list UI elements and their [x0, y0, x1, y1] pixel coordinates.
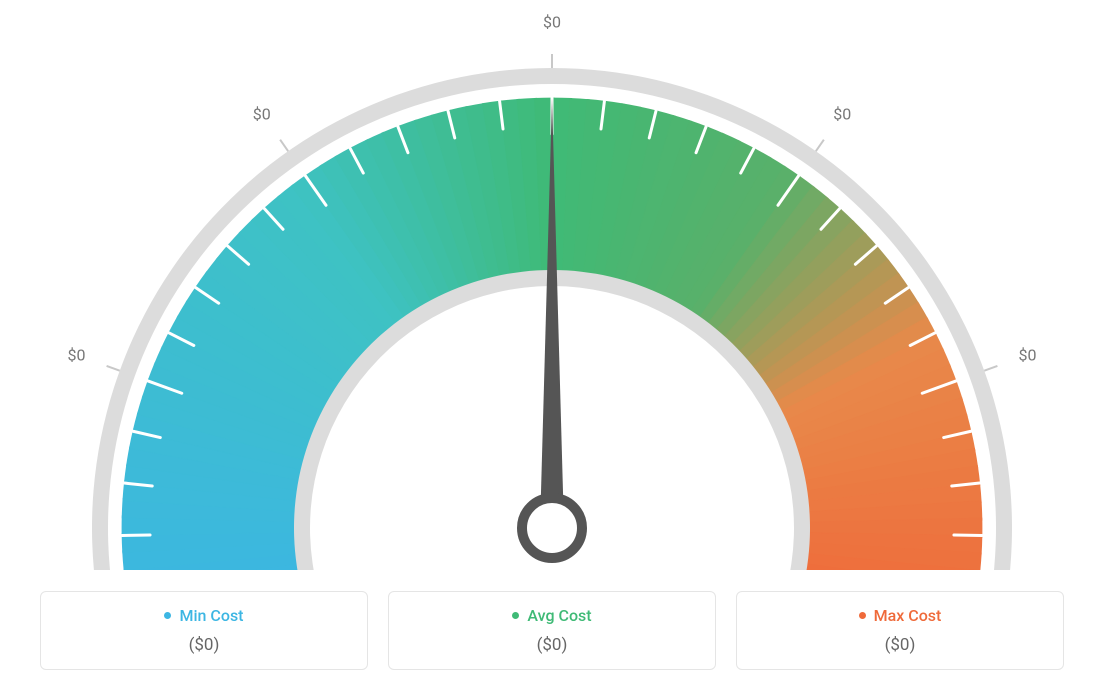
legend-title-text: Avg Cost	[527, 606, 591, 625]
gauge-tick-label: $0	[68, 345, 86, 364]
gauge-tick-label: $0	[253, 104, 271, 123]
legend-dot-icon	[164, 612, 171, 619]
gauge-tick-label: $0	[1018, 345, 1036, 364]
gauge-svg	[0, 0, 1104, 570]
gauge-chart-container: $0$0$0$0$0$0$0 Min Cost($0)Avg Cost($0)M…	[0, 0, 1104, 690]
legend-dot-icon	[512, 612, 519, 619]
legend-card: Max Cost ($0)	[736, 591, 1064, 670]
gauge-tick-label: $0	[543, 13, 561, 32]
legend-title: Min Cost	[164, 606, 243, 625]
legend-row: Min Cost ($0) Avg Cost ($0) Max Cost ($0)	[40, 591, 1064, 670]
needle-hub	[522, 498, 582, 558]
gauge-tick-label: $0	[833, 104, 851, 123]
legend-title: Max Cost	[859, 606, 942, 625]
legend-title: Avg Cost	[512, 606, 591, 625]
legend-card: Avg Cost ($0)	[388, 591, 716, 670]
legend-value: ($0)	[57, 635, 351, 655]
legend-card: Min Cost ($0)	[40, 591, 368, 670]
legend-title-text: Min Cost	[179, 606, 243, 625]
legend-title-text: Max Cost	[874, 606, 942, 625]
legend-dot-icon	[859, 612, 866, 619]
legend-value: ($0)	[753, 635, 1047, 655]
gauge-area: $0$0$0$0$0$0$0	[0, 0, 1104, 570]
legend-value: ($0)	[405, 635, 699, 655]
